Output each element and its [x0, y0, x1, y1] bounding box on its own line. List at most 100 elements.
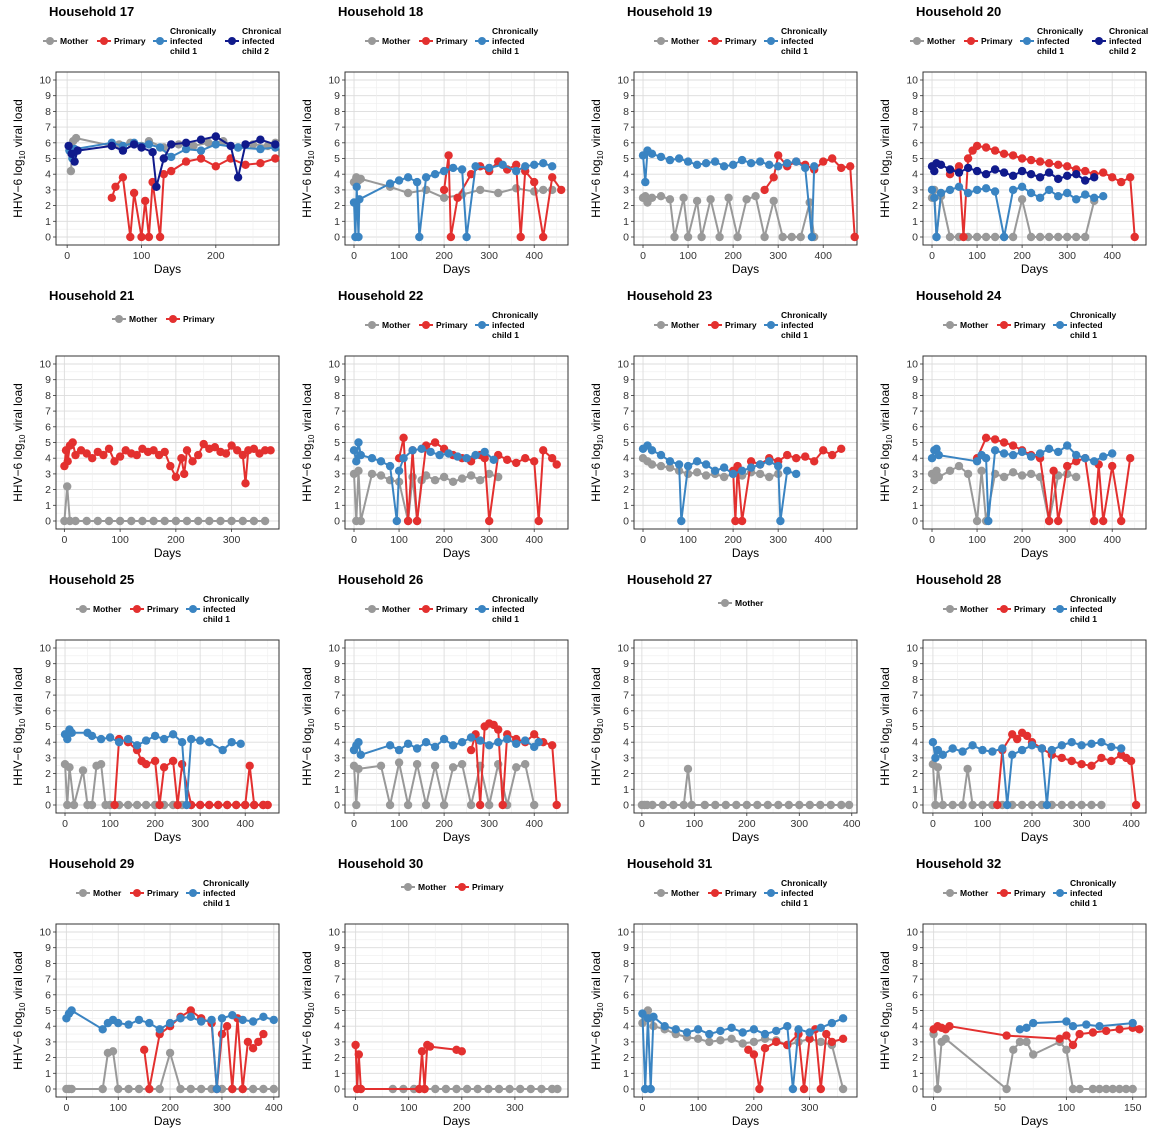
- data-point: [241, 140, 250, 149]
- chart-title: Household 26: [338, 572, 423, 587]
- x-tick-label: 400: [525, 534, 543, 546]
- y-tick-label: 2: [912, 200, 918, 212]
- y-tick-label: 7: [334, 122, 340, 134]
- legend: Mother Primary: [401, 882, 504, 892]
- data-point: [1002, 1031, 1011, 1040]
- data-point: [1077, 760, 1086, 769]
- legend: Mother Primary Chronically infected child 1: [76, 594, 250, 624]
- data-point: [196, 736, 205, 745]
- data-point: [674, 460, 684, 469]
- data-point: [1035, 193, 1045, 202]
- data-point: [1063, 441, 1072, 450]
- y-tick-label: 3: [912, 1036, 918, 1048]
- y-tick-label: 3: [912, 752, 918, 764]
- series-primary: [351, 1040, 466, 1094]
- data-point: [159, 734, 169, 744]
- legend-label: Mother: [60, 36, 89, 46]
- y-tick-label: 3: [623, 1036, 629, 1048]
- y-tick-label: 5: [623, 1005, 629, 1017]
- data-point: [647, 460, 657, 469]
- data-point: [144, 232, 154, 242]
- data-point: [266, 446, 275, 455]
- data-point: [236, 739, 245, 748]
- data-point: [263, 800, 272, 810]
- gridlines: [634, 640, 857, 813]
- y-tick-label: 3: [912, 184, 918, 196]
- data-point: [774, 800, 783, 810]
- data-point: [807, 232, 817, 242]
- data-point: [238, 516, 247, 526]
- data-point: [466, 800, 476, 810]
- data-point: [221, 449, 231, 458]
- legend-marker: [1000, 889, 1008, 897]
- data-point: [1090, 193, 1099, 202]
- legend-marker: [478, 605, 486, 613]
- legend-label: Chronically infected child 1: [781, 878, 828, 908]
- data-point: [248, 1017, 258, 1026]
- chart-title: Household 22: [338, 288, 423, 303]
- legend-item: Mother: [76, 888, 122, 898]
- data-point: [250, 800, 259, 810]
- legend-item: Mother: [365, 36, 411, 46]
- y-tick-label: 3: [45, 468, 51, 480]
- legend-label: Primary: [147, 888, 179, 898]
- data-point: [194, 450, 203, 460]
- data-point: [1015, 1037, 1025, 1047]
- data-point: [719, 472, 729, 482]
- data-point: [355, 195, 364, 204]
- series-chronically-infected-child-1: [927, 441, 1117, 526]
- data-point: [552, 460, 561, 469]
- data-point: [149, 516, 158, 526]
- data-point: [1029, 1050, 1038, 1059]
- data-point: [107, 141, 117, 151]
- data-point: [494, 188, 503, 198]
- chart-svg: Household 26 Mother Primary Chronically infe…: [300, 572, 569, 844]
- data-point: [466, 170, 476, 179]
- series-line: [931, 185, 1104, 238]
- data-point: [1009, 1045, 1018, 1054]
- y-tick-label: 10: [328, 927, 340, 939]
- data-point: [1008, 185, 1018, 195]
- data-point: [448, 763, 458, 772]
- legend-label: Mother: [382, 320, 411, 330]
- y-tick-label: 6: [334, 137, 340, 149]
- data-point: [98, 1025, 107, 1034]
- data-point: [1126, 173, 1135, 182]
- data-point: [792, 157, 801, 166]
- chart-title: Household 28: [916, 572, 1001, 587]
- y-tick-label: 10: [906, 359, 918, 371]
- data-point: [471, 162, 480, 171]
- y-tick-label: 8: [45, 958, 51, 970]
- x-tick-label: 300: [801, 1102, 819, 1114]
- data-point: [356, 174, 365, 184]
- legend-marker: [767, 889, 775, 897]
- y-tick-label: 8: [623, 390, 629, 402]
- data-point: [710, 466, 720, 475]
- data-point: [553, 1084, 562, 1094]
- legend-label: Mother: [671, 320, 700, 330]
- data-point: [394, 758, 404, 767]
- y-tick-label: 8: [45, 674, 51, 686]
- data-point: [1135, 1025, 1144, 1034]
- data-point: [1081, 166, 1090, 176]
- y-tick-label: 0: [623, 1084, 629, 1096]
- legend-marker: [946, 889, 954, 897]
- data-point: [838, 1084, 848, 1094]
- data-point: [1072, 170, 1081, 179]
- series-line: [931, 444, 1113, 522]
- x-tick-label: 400: [525, 818, 543, 830]
- y-tick-label: 9: [623, 658, 629, 670]
- data-point: [1102, 1026, 1111, 1036]
- y-tick-label: 1: [334, 784, 340, 796]
- legend-marker: [1000, 321, 1008, 329]
- series-primary: [439, 151, 566, 242]
- data-point: [936, 160, 946, 169]
- y-tick-label: 5: [45, 153, 51, 165]
- data-point: [693, 1034, 703, 1043]
- series-chronically-infected-child-1: [349, 159, 557, 242]
- data-point: [241, 800, 250, 810]
- panel-household-32: Household 32 Mother Primary Chronically infe…: [867, 852, 1156, 1136]
- data-point: [1072, 457, 1081, 466]
- data-point: [682, 1028, 692, 1037]
- x-tick-label: 400: [1122, 818, 1140, 830]
